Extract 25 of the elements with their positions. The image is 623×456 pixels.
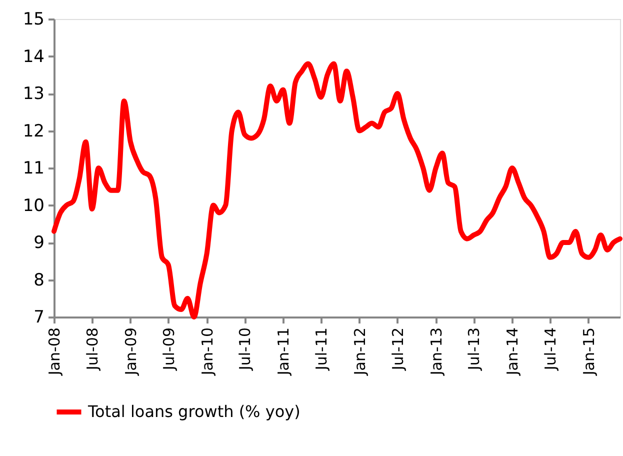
y-tick-label: 14 [22,46,44,67]
x-tick-label: Jan-09 [122,328,140,376]
x-tick-label: Jul-14 [541,328,560,372]
x-tick-label: Jul-10 [236,328,254,372]
y-tick-label: 15 [22,10,44,30]
x-tick-label: Jul-08 [84,328,102,372]
x-tick-label: Jan-11 [274,328,293,376]
x-tick-label: Jan-08 [46,328,64,376]
y-tick-label: 9 [34,233,44,253]
x-tick-label: Jan-13 [427,328,446,376]
y-tick-label: 11 [22,158,44,178]
x-tick-label: Jan-10 [198,328,216,376]
x-tick-label: Jan-15 [580,328,598,376]
x-tick-label: Jan-14 [504,328,522,376]
x-tick-label: Jan-12 [350,328,369,376]
y-tick-label: 12 [22,121,44,142]
x-tick-label: Jul-09 [160,328,178,372]
y-tick-label: 13 [22,84,44,104]
y-tick-label: 7 [34,308,44,328]
y-tick-label: 8 [34,270,44,290]
x-tick-label: Jul-12 [388,328,407,372]
x-tick-label: Jul-13 [465,328,484,372]
x-tick-label: Jul-11 [312,328,330,372]
y-tick-label: 10 [22,196,44,216]
legend-label: Total loans growth (% yoy) [87,402,300,421]
